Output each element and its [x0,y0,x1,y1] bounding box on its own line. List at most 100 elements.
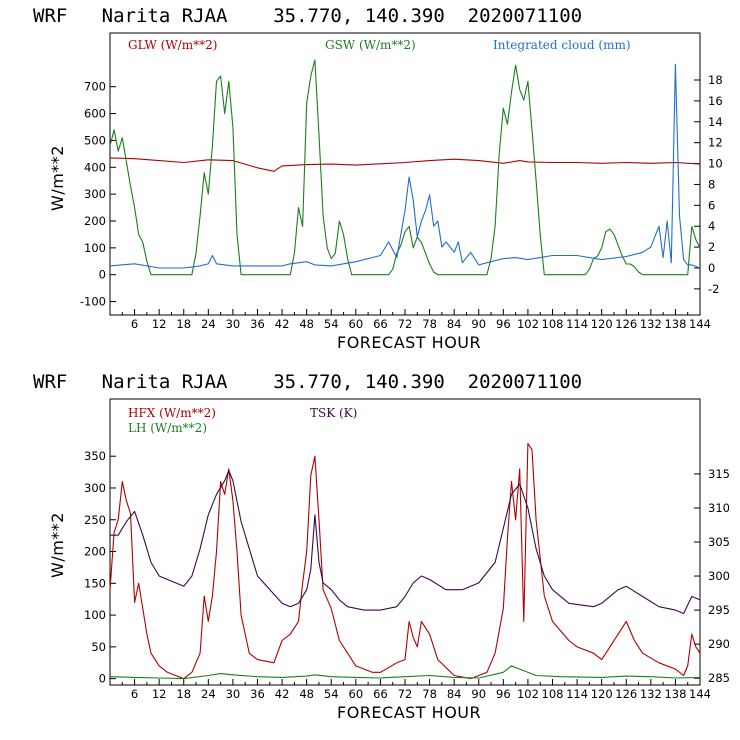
x-tick-label: 138 [664,687,686,701]
y2-tick-label: 0 [708,261,715,275]
x-tick-label: 66 [373,317,388,331]
x-tick-label: 12 [152,687,167,701]
x-tick-label: 36 [250,687,265,701]
x-tick-label: 6 [131,317,138,331]
y-tick-label: 200 [84,545,106,559]
x-tick-label: 66 [373,687,388,701]
y-tick-label: 700 [84,80,106,94]
y-tick-label: 250 [84,513,106,527]
x-tick-label: 54 [324,317,339,331]
x-tick-label: 6 [131,687,138,701]
y2-tick-label: 295 [708,603,730,617]
x-tick-label: 18 [176,317,191,331]
x-tick-label: 72 [398,687,413,701]
x-tick-label: 126 [615,317,637,331]
legend-glw: GLW (W/m**2) [128,38,217,52]
y-tick-label: 200 [84,214,106,228]
y-tick-label: 0 [99,268,106,282]
legend-tsk: TSK (K) [310,406,357,420]
x-tick-label: 42 [275,317,290,331]
series-line-1 [109,442,701,680]
x-tick-label: 84 [447,687,462,701]
y-tick-label: 350 [84,449,106,463]
x-tick-label: 138 [664,317,686,331]
x-tick-label: 30 [226,317,241,331]
x-tick-label: 132 [640,317,662,331]
y-tick-label: -100 [80,295,106,309]
x-tick-label: 90 [471,317,486,331]
y2-tick-label: 2 [708,240,715,254]
x-tick-label: 42 [275,687,290,701]
y2-tick-label: 290 [708,637,730,651]
x-tick-label: 144 [689,687,711,701]
x-tick-label: 114 [566,687,588,701]
y2-tick-label: 12 [708,136,723,150]
plot-frame [109,398,701,686]
y-tick-label: 100 [84,608,106,622]
y2-tick-label: 300 [708,569,730,583]
plot-frame [109,32,701,316]
chart-upper: WRF Narita RJAA 35.770, 140.390 20200711… [33,5,723,352]
x-tick-label: 102 [517,687,539,701]
x-tick-label: 60 [349,687,364,701]
x-tick-label: 48 [299,687,314,701]
legend-gsw: GSW (W/m**2) [325,38,416,52]
x-tick-label: 96 [496,317,511,331]
x-tick-label: 108 [542,317,564,331]
x-axis-label: FORECAST HOUR [337,703,481,722]
x-tick-label: 114 [566,317,588,331]
x-tick-label: 78 [422,687,437,701]
y-tick-label: 100 [84,241,106,255]
x-tick-label: 84 [447,317,462,331]
y2-tick-label: 285 [708,671,730,685]
chart-title: WRF Narita RJAA 35.770, 140.390 20200711… [33,371,582,393]
y2-tick-label: 305 [708,535,730,549]
y-axis-label: W/m**2 [48,145,67,211]
y2-tick-label: 10 [708,157,723,171]
x-tick-label: 12 [152,317,167,331]
y2-tick-label: 18 [708,73,723,87]
x-tick-label: 24 [201,687,216,701]
y2-tick-label: 315 [708,467,730,481]
y-tick-label: 300 [84,481,106,495]
y-tick-label: 150 [84,576,106,590]
y-tick-label: 0 [99,672,106,686]
series-line-2 [109,665,701,680]
x-tick-label: 18 [176,687,191,701]
x-tick-label: 78 [422,317,437,331]
x-tick-label: 72 [398,317,413,331]
y2-tick-label: 8 [708,177,715,191]
y-tick-label: 600 [84,107,106,121]
y2-tick-label: 4 [708,219,715,233]
x-tick-label: 120 [591,687,613,701]
y-tick-label: 500 [84,133,106,147]
x-tick-label: 54 [324,687,339,701]
y2-tick-label: 6 [708,198,715,212]
y2-tick-label: 14 [708,115,723,129]
y2-tick-label: 310 [708,501,730,515]
x-tick-label: 60 [349,317,364,331]
chart-title: WRF Narita RJAA 35.770, 140.390 20200711… [33,5,582,27]
y2-tick-label: 16 [708,94,723,108]
series-line-1 [109,157,701,172]
legend-cloud: Integrated cloud (mm) [493,38,631,52]
y-axis-label: W/m**2 [48,512,67,578]
y2-tick-label: -2 [708,282,719,296]
x-tick-label: 96 [496,687,511,701]
x-axis-label: FORECAST HOUR [337,333,481,352]
y-tick-label: 50 [91,640,106,654]
x-tick-label: 144 [689,317,711,331]
y-tick-label: 300 [84,187,106,201]
chart-lower: WRF Narita RJAA 35.770, 140.390 20200711… [33,371,730,722]
y-tick-label: 400 [84,160,106,174]
x-tick-label: 126 [615,687,637,701]
x-tick-label: 90 [471,687,486,701]
x-tick-label: 132 [640,687,662,701]
x-tick-label: 36 [250,317,265,331]
x-tick-label: 30 [226,687,241,701]
series-line-2 [109,59,701,276]
legend-hfx: HFX (W/m**2) [128,406,216,420]
x-tick-label: 108 [542,687,564,701]
series-line-3 [109,63,701,269]
